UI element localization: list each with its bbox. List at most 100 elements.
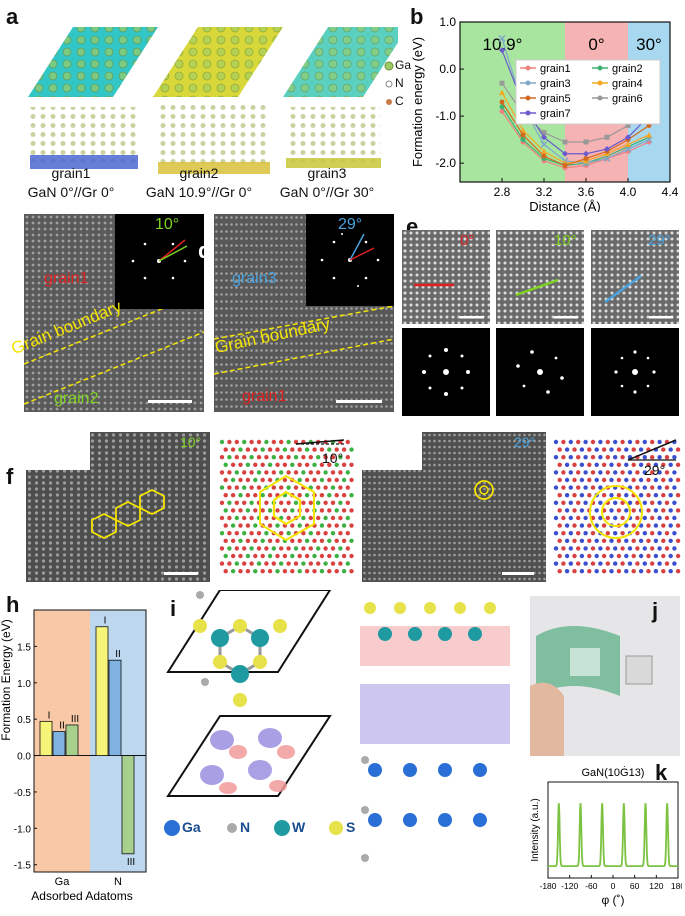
atom <box>301 515 306 521</box>
atom <box>564 447 570 452</box>
atom <box>646 493 651 498</box>
atom <box>260 447 265 452</box>
atom <box>631 523 636 528</box>
atom <box>650 485 655 490</box>
y-tick-label: -0.5 <box>14 788 32 799</box>
atom <box>297 569 302 574</box>
bar-label: II <box>59 721 65 732</box>
atom <box>253 462 258 467</box>
atom <box>627 546 633 551</box>
atom <box>230 508 236 513</box>
point-grain7 <box>604 146 610 153</box>
atom <box>297 447 302 452</box>
x-tick-label: 3.2 <box>536 185 553 199</box>
atom <box>650 500 655 505</box>
atom <box>587 569 592 574</box>
legend-c: C <box>395 94 404 108</box>
atom <box>661 538 666 543</box>
atom <box>330 546 336 551</box>
atom <box>256 455 262 460</box>
atom <box>561 531 566 536</box>
atom <box>249 470 254 475</box>
atom <box>624 508 629 513</box>
atom <box>316 561 321 566</box>
x-tick-label: -180 <box>539 881 556 891</box>
angle-label-c: 10° <box>155 216 180 233</box>
legend-i-n: N <box>240 819 251 835</box>
atom <box>282 477 288 483</box>
atom <box>557 462 562 467</box>
atom <box>234 470 239 475</box>
angle-e-10: 10° <box>554 232 577 249</box>
atom <box>341 569 347 574</box>
atom <box>253 523 258 528</box>
atom <box>668 447 673 452</box>
atom <box>349 493 354 498</box>
atom <box>230 462 236 467</box>
atom <box>661 523 666 528</box>
atom <box>590 485 596 490</box>
atom <box>564 462 570 467</box>
atom <box>620 439 625 445</box>
atom <box>290 569 295 574</box>
atom <box>219 470 225 475</box>
point-grain4 <box>625 141 631 147</box>
atom <box>312 538 317 543</box>
atom <box>598 455 603 460</box>
atom <box>338 561 343 566</box>
atom <box>638 553 644 559</box>
atom <box>282 447 288 452</box>
atom <box>312 462 317 467</box>
legend-marker-grain7 <box>525 110 531 116</box>
atom <box>319 447 325 452</box>
atom <box>553 470 559 475</box>
atom <box>260 569 265 574</box>
point-grain6 <box>625 123 631 129</box>
atom <box>635 500 640 505</box>
atom <box>267 523 273 528</box>
atom <box>616 508 622 513</box>
panel-label-b: b <box>410 4 424 29</box>
atom <box>561 561 566 566</box>
atom <box>264 455 269 460</box>
atom <box>620 470 625 475</box>
atom <box>234 561 239 566</box>
y-axis-label: Formation Energy (eV) <box>0 619 13 740</box>
atom <box>219 439 225 445</box>
panel-label-a: a <box>6 4 19 29</box>
atom <box>642 439 647 445</box>
atom <box>304 493 310 498</box>
atom <box>242 439 247 445</box>
atom <box>290 447 295 452</box>
atom <box>613 546 618 551</box>
atom <box>627 561 633 566</box>
point-grain6 <box>562 139 568 145</box>
atom <box>323 531 328 536</box>
atom <box>245 553 251 559</box>
atom <box>267 493 273 498</box>
atom <box>568 439 573 445</box>
y-tick-label: 0.5 <box>17 715 31 726</box>
x-tick-label: 60 <box>630 881 640 891</box>
atom <box>327 569 332 574</box>
atom <box>334 553 339 559</box>
atom <box>579 462 585 467</box>
atom <box>260 508 265 513</box>
atom <box>227 470 232 475</box>
atom <box>238 447 243 452</box>
atom <box>664 546 670 551</box>
atom <box>568 485 573 490</box>
plot-frame <box>547 781 679 879</box>
atom <box>319 523 325 528</box>
point-grain4 <box>646 131 652 138</box>
atom <box>293 500 299 505</box>
atom <box>594 477 599 483</box>
atom <box>345 470 350 475</box>
atom <box>657 561 662 566</box>
atom <box>564 538 570 543</box>
atom <box>312 477 317 483</box>
caption-grain2: grain2 GaN 10.9°//Gr 0° <box>145 165 253 200</box>
atom <box>279 561 284 566</box>
atom <box>561 485 566 490</box>
atom <box>234 455 239 460</box>
